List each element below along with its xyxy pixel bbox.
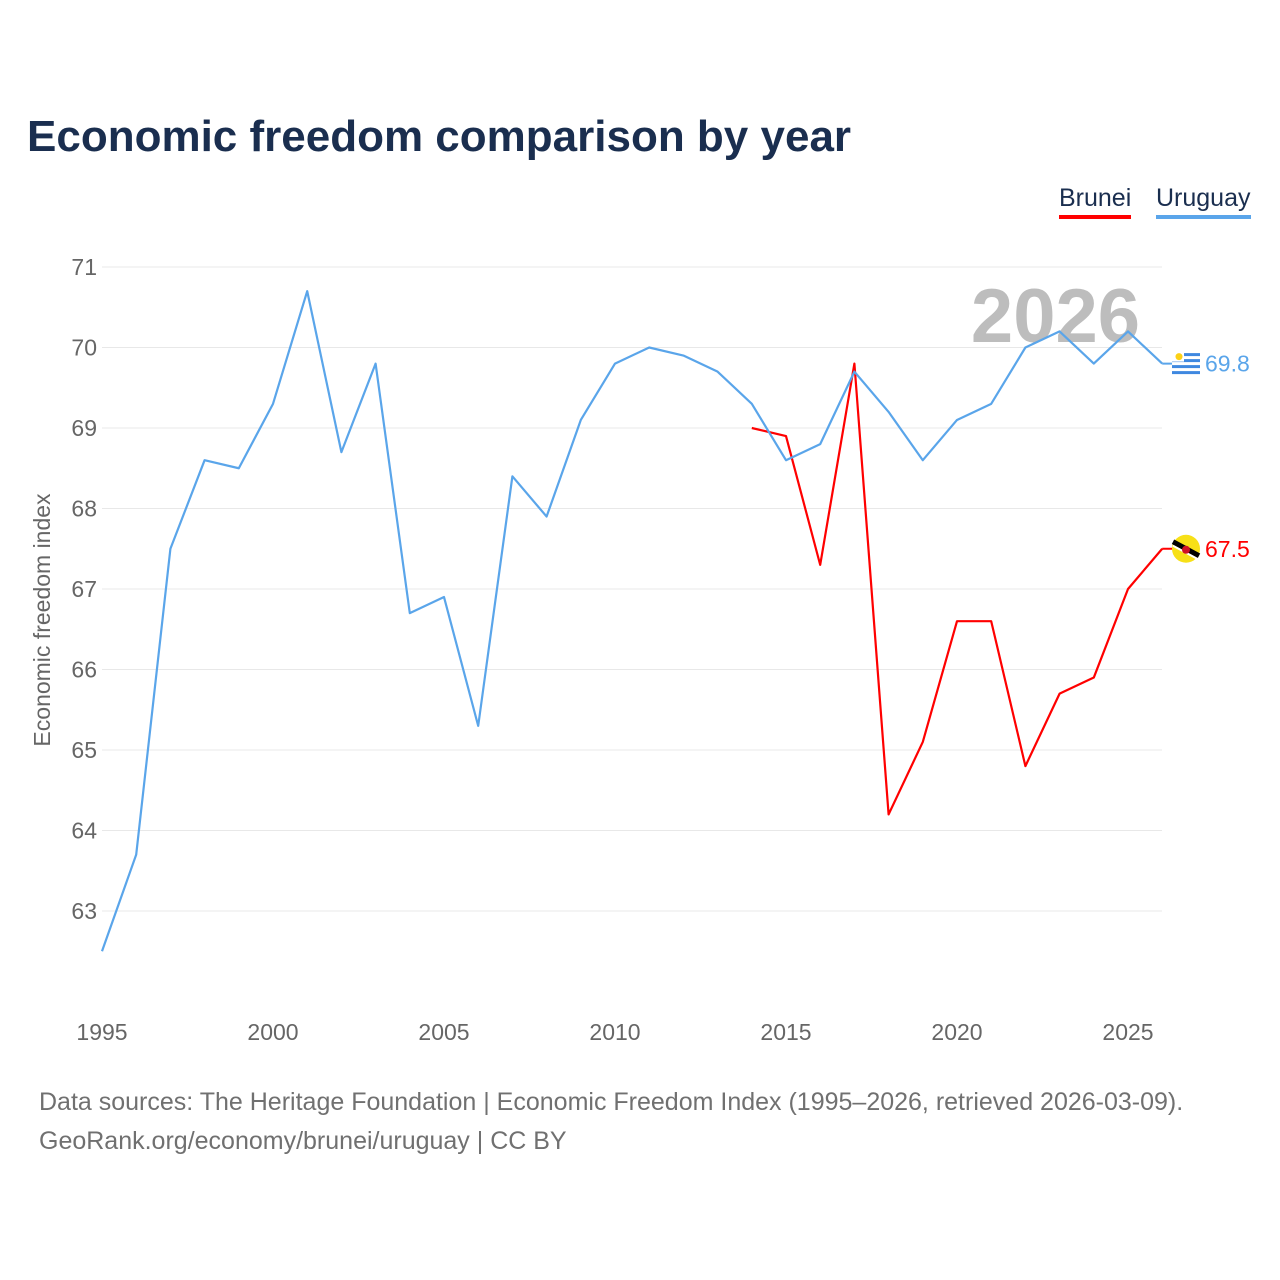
- data-point-uruguay: [1125, 328, 1131, 334]
- data-point-uruguay: [851, 369, 857, 375]
- data-point-uruguay: [920, 457, 926, 463]
- data-point-uruguay: [544, 514, 550, 520]
- x-tick-label: 2015: [760, 1019, 811, 1045]
- data-point-uruguay: [715, 369, 721, 375]
- data-point-uruguay: [1022, 345, 1028, 351]
- flag-stripe: [1172, 371, 1200, 375]
- data-point-uruguay: [441, 594, 447, 600]
- flag-stripe: [1172, 359, 1200, 363]
- data-point-brunei: [817, 562, 823, 568]
- data-point-brunei: [988, 618, 994, 624]
- brunei-flag-icon: [1171, 534, 1201, 563]
- year-watermark: 2026: [971, 274, 1140, 359]
- data-point-brunei: [783, 433, 789, 439]
- y-tick-label: 66: [71, 657, 97, 683]
- data-point-uruguay: [304, 288, 310, 294]
- y-tick-label: 69: [71, 415, 97, 441]
- y-tick-label: 63: [71, 898, 97, 924]
- y-tick-label: 70: [71, 335, 97, 361]
- data-point-brunei: [920, 739, 926, 745]
- y-axis-label: Economic freedom index: [29, 493, 55, 747]
- y-tick-label: 64: [71, 818, 97, 844]
- x-tick-label: 2020: [931, 1019, 982, 1045]
- data-point-uruguay: [783, 457, 789, 463]
- x-tick-label: 2010: [589, 1019, 640, 1045]
- x-tick-label: 2005: [418, 1019, 469, 1045]
- data-point-uruguay: [988, 401, 994, 407]
- data-point-uruguay: [1057, 328, 1063, 334]
- data-point-uruguay: [338, 449, 344, 455]
- source-note: Data sources: The Heritage Foundation | …: [39, 1088, 1184, 1116]
- x-tick-label: 1995: [76, 1019, 127, 1045]
- end-value-label: 67.5: [1205, 536, 1250, 562]
- data-point-uruguay: [133, 852, 139, 858]
- series-line-brunei: [751, 362, 1164, 816]
- data-point-uruguay: [578, 417, 584, 423]
- legend-brunei[interactable]: Brunei: [1059, 184, 1132, 219]
- flag-emblem: [1182, 545, 1190, 554]
- data-point-brunei: [1057, 691, 1063, 697]
- y-tick-label: 67: [71, 576, 97, 602]
- data-point-uruguay: [612, 361, 618, 367]
- legend-uruguay[interactable]: Uruguay: [1156, 184, 1251, 219]
- data-point-brunei: [954, 618, 960, 624]
- data-point-brunei: [1022, 763, 1028, 769]
- x-tick-label: 2025: [1102, 1019, 1153, 1045]
- data-point-uruguay: [236, 465, 242, 471]
- y-tick-label: 65: [71, 737, 97, 763]
- data-point-uruguay: [509, 473, 515, 479]
- data-point-brunei: [749, 425, 755, 431]
- data-point-uruguay: [407, 610, 413, 616]
- data-point-uruguay: [954, 417, 960, 423]
- flag-stripe: [1172, 365, 1200, 369]
- data-point-uruguay: [202, 457, 208, 463]
- data-point-uruguay: [475, 723, 481, 729]
- data-point-uruguay: [373, 361, 379, 367]
- flag-sun: [1175, 353, 1183, 361]
- data-point-uruguay: [680, 353, 686, 359]
- data-point-uruguay: [646, 345, 652, 351]
- data-point-brunei: [1125, 586, 1131, 592]
- data-point-uruguay: [99, 948, 105, 954]
- x-tick-label: 2000: [247, 1019, 298, 1045]
- data-point-uruguay: [886, 409, 892, 415]
- end-value-label: 69.8: [1205, 351, 1250, 377]
- data-point-uruguay: [1091, 361, 1097, 367]
- data-point-brunei: [851, 361, 857, 367]
- data-point-uruguay: [817, 441, 823, 447]
- data-point-brunei: [1091, 675, 1097, 681]
- data-point-uruguay: [749, 401, 755, 407]
- data-point-uruguay: [270, 401, 276, 407]
- y-tick-label: 68: [71, 496, 97, 522]
- y-tick-label: 71: [71, 254, 97, 280]
- chart-title: Economic freedom comparison by year: [27, 112, 852, 161]
- series-line-uruguay: [100, 290, 1163, 952]
- source-link[interactable]: GeoRank.org/economy/brunei/uruguay | CC …: [39, 1127, 567, 1155]
- data-point-brunei: [886, 811, 892, 817]
- data-point-uruguay: [167, 546, 173, 552]
- uruguay-flag-icon: [1172, 349, 1200, 378]
- flag-stripe: [1172, 353, 1200, 357]
